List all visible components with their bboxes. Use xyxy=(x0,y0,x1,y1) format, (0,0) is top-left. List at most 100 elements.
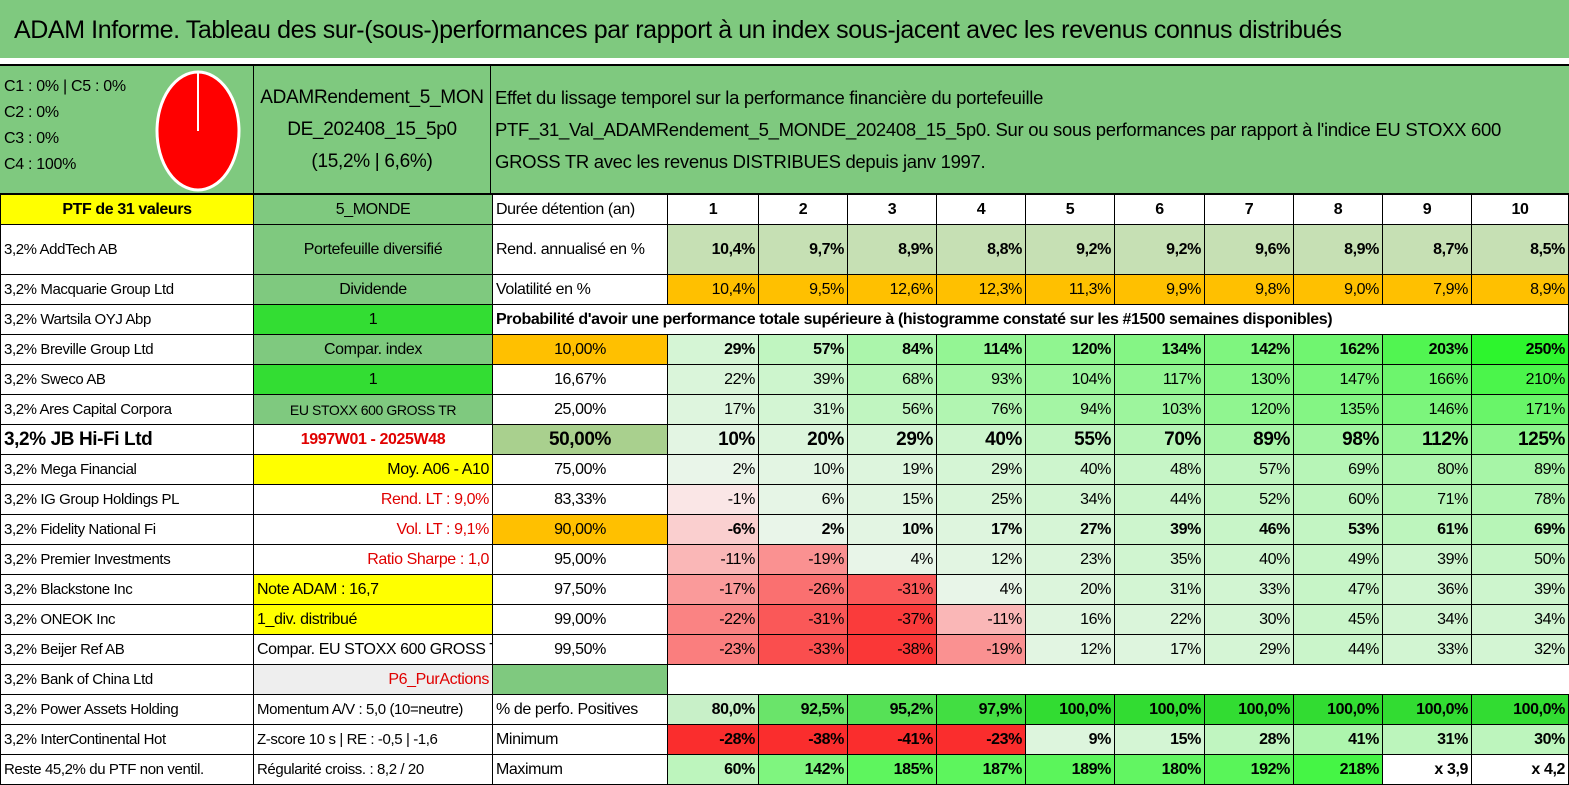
holding-cell: 3,2% Power Assets Holding xyxy=(0,694,254,725)
quantile-value-cell: 31% xyxy=(758,394,848,425)
year-header-cell: 6 xyxy=(1114,194,1205,225)
quantile-value-cell: 112% xyxy=(1382,424,1472,455)
holding-cell: Reste 45,2% du PTF non ventil. xyxy=(0,754,254,785)
maximum-value-cell: x 3,9 xyxy=(1382,754,1472,785)
quantile-row: 3,2% Breville Group Ltd Compar. index 10,0… xyxy=(0,334,1569,365)
holding-cell: 3,2% Mega Financial xyxy=(0,454,254,485)
quantile-value-cell: -1% xyxy=(667,484,759,515)
quantile-value-cell: 12% xyxy=(1025,634,1115,665)
probability-cell: 90,00% xyxy=(492,514,668,545)
portfolio-name-line1: ADAMRendement_5_MON xyxy=(260,87,484,108)
quantile-value-cell: 10% xyxy=(667,424,759,455)
quantile-value-cell: -6% xyxy=(667,514,759,545)
quantile-value-cell: 69% xyxy=(1293,454,1383,485)
quantile-value-cell: 34% xyxy=(1382,604,1472,635)
quantile-value-cell: 166% xyxy=(1382,364,1472,395)
minimum-value-cell: 31% xyxy=(1382,724,1472,755)
quantile-value-cell: 71% xyxy=(1382,484,1472,515)
quantile-value-cell: 22% xyxy=(1114,604,1205,635)
positives-value-cell: 100,0% xyxy=(1382,694,1472,725)
rendement-value-cell: 9,2% xyxy=(1114,224,1205,275)
quantile-value-cell: 10% xyxy=(847,514,937,545)
minimum-value-cell: 28% xyxy=(1204,724,1294,755)
year-header-cell: 4 xyxy=(936,194,1026,225)
positives-value-cell: 80,0% xyxy=(667,694,759,725)
description-line: Effet du lissage temporel sur la perform… xyxy=(495,87,1044,108)
holding-cell: 3,2% Ares Capital Corpora xyxy=(0,394,254,425)
quantile-value-cell: 53% xyxy=(1293,514,1383,545)
year-header-cell: 2 xyxy=(758,194,848,225)
quantile-value-cell: 89% xyxy=(1204,424,1294,455)
rendement-value-cell: 8,8% xyxy=(936,224,1026,275)
description: Effet du lissage temporel sur la perform… xyxy=(495,82,1565,178)
maximum-value-cell: 192% xyxy=(1204,754,1294,785)
year-header-cell: 7 xyxy=(1204,194,1294,225)
green-marker-cell xyxy=(492,664,668,695)
report-title: ADAM Informe. Tableau des sur-(sous-)per… xyxy=(0,0,1569,62)
minimum-value-cell: 41% xyxy=(1293,724,1383,755)
maximum-value-cell: 187% xyxy=(936,754,1026,785)
quantile-value-cell: 57% xyxy=(758,334,848,365)
quantile-value-cell: 94% xyxy=(1025,394,1115,425)
quantile-value-cell: 250% xyxy=(1471,334,1569,365)
quantile-value-cell: 103% xyxy=(1114,394,1205,425)
portfolio-name-box: ADAMRendement_5_MON DE_202408_15_5p0 (15… xyxy=(253,66,491,195)
quantile-value-cell: 130% xyxy=(1204,364,1294,395)
quantile-value-cell: 117% xyxy=(1114,364,1205,395)
quantile-value-cell: 33% xyxy=(1382,634,1472,665)
maximum-value-cell: 60% xyxy=(667,754,759,785)
quantile-row: 3,2% Fidelity National Fi Vol. LT : 9,1% 9… xyxy=(0,514,1569,545)
quantile-value-cell: 114% xyxy=(936,334,1026,365)
quantile-value-cell: 76% xyxy=(936,394,1026,425)
holding-cell: 3,2% Bank of China Ltd xyxy=(0,664,254,695)
quantile-value-cell: -37% xyxy=(847,604,937,635)
quantile-row: 3,2% IG Group Holdings PL Rend. LT : 9,0%… xyxy=(0,484,1569,515)
quantile-value-cell: 203% xyxy=(1382,334,1472,365)
quantile-value-cell: 47% xyxy=(1293,574,1383,605)
dividend-cell: Dividende xyxy=(253,274,493,305)
quantile-value-cell: 29% xyxy=(667,334,759,365)
positives-value-cell: 92,5% xyxy=(758,694,848,725)
quantile-value-cell: 56% xyxy=(847,394,937,425)
rendement-value-cell: 9,6% xyxy=(1204,224,1294,275)
quantile-value-cell: 29% xyxy=(847,424,937,455)
volatility-value-cell: 12,6% xyxy=(847,274,937,305)
minimum-value-cell: 15% xyxy=(1114,724,1205,755)
minimum-value-cell: 9% xyxy=(1025,724,1115,755)
quantile-value-cell: 4% xyxy=(847,544,937,575)
quantile-value-cell: 2% xyxy=(758,514,848,545)
holding-cell: 3,2% Beijer Ref AB xyxy=(0,634,254,665)
probability-cell: 99,00% xyxy=(492,604,668,635)
quantile-value-cell: -23% xyxy=(667,634,759,665)
positives-value-cell: 100,0% xyxy=(1114,694,1205,725)
side-info-cell: Compar. EU STOXX 600 GROSS TR xyxy=(253,634,493,665)
positives-value-cell: 95,2% xyxy=(847,694,937,725)
year-header-cell: 9 xyxy=(1382,194,1472,225)
positives-value-cell: 100,0% xyxy=(1025,694,1115,725)
quantile-value-cell: 33% xyxy=(1204,574,1294,605)
probability-cell: 99,50% xyxy=(492,634,668,665)
quantile-value-cell: 171% xyxy=(1471,394,1569,425)
rendement-value-cell: 8,5% xyxy=(1471,224,1569,275)
quantile-value-cell: 46% xyxy=(1204,514,1294,545)
side-info-cell: Rend. LT : 9,0% xyxy=(253,484,493,515)
quantile-value-cell: 45% xyxy=(1293,604,1383,635)
year-header-cell: 3 xyxy=(847,194,937,225)
quantile-value-cell: 134% xyxy=(1114,334,1205,365)
quantile-value-cell: 39% xyxy=(1382,544,1472,575)
quantile-value-cell: 40% xyxy=(1025,454,1115,485)
quantile-value-cell: 49% xyxy=(1293,544,1383,575)
probability-header-row: 3,2% Wartsila OYJ Abp 1 Probabilité d'avoi… xyxy=(0,304,1569,335)
maximum-value-cell: 180% xyxy=(1114,754,1205,785)
quantile-row: 3,2% Premier Investments Ratio Sharpe : 1… xyxy=(0,544,1569,575)
holding-cell: 3,2% AddTech AB xyxy=(0,224,254,275)
quantile-value-cell: 162% xyxy=(1293,334,1383,365)
side-info-cell: Note ADAM : 16,7 xyxy=(253,574,493,605)
category-legend: C1 : 0% | C5 : 0% C2 : 0% C3 : 0% C4 : 1… xyxy=(4,74,126,178)
quantile-value-cell: -38% xyxy=(847,634,937,665)
quantile-value-cell: 35% xyxy=(1114,544,1205,575)
positives-value-cell: 100,0% xyxy=(1293,694,1383,725)
year-header-cell: 8 xyxy=(1293,194,1383,225)
minimum-value-cell: -28% xyxy=(667,724,759,755)
quantile-value-cell: 39% xyxy=(1471,574,1569,605)
